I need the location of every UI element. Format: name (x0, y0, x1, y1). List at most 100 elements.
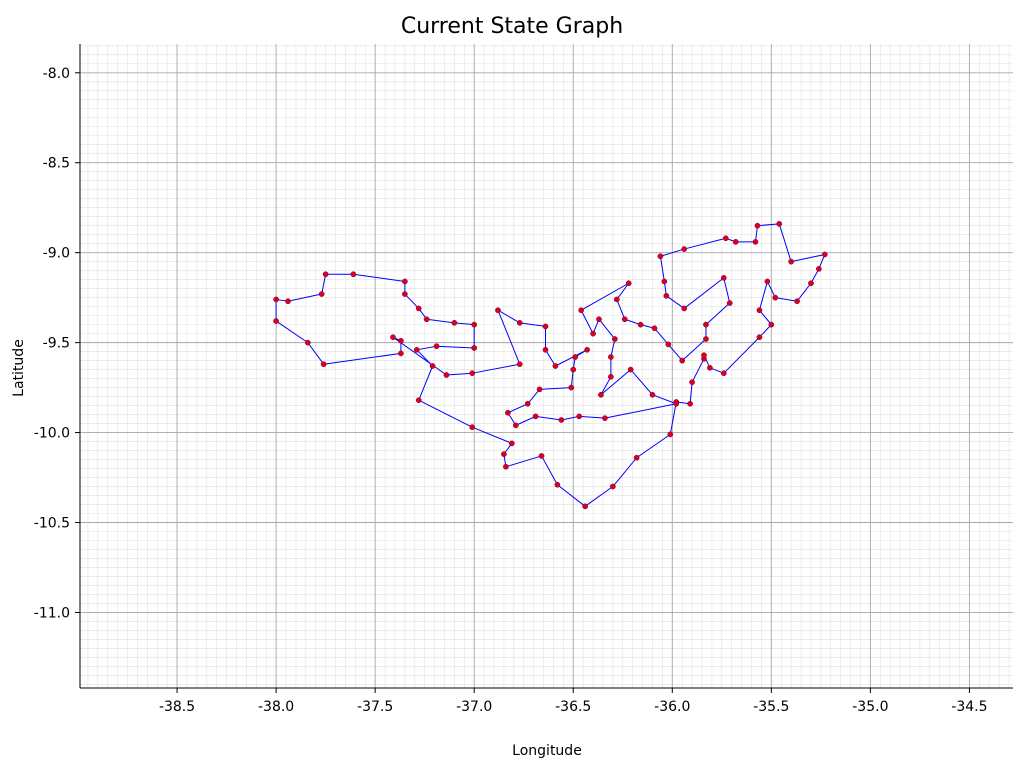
data-point (768, 321, 775, 328)
axes (75, 44, 1013, 693)
route-segment (766, 281, 776, 298)
route-segment (353, 273, 405, 282)
data-point (602, 415, 608, 422)
route-segment (555, 349, 588, 367)
route-segment (796, 282, 812, 302)
data-point (821, 251, 828, 258)
route-segment (684, 237, 726, 250)
data-point (512, 422, 519, 429)
data-point (582, 503, 588, 510)
data-point (318, 291, 325, 297)
x-tick-label: -38.0 (258, 699, 294, 715)
data-point (764, 278, 771, 285)
route-segment (778, 223, 792, 262)
route-segment (757, 223, 780, 227)
x-tick-label: -37.5 (357, 699, 393, 715)
data-point (273, 296, 279, 303)
route-segment (616, 299, 626, 320)
data-point (578, 307, 585, 314)
data-point (503, 463, 509, 470)
data-point (501, 451, 507, 457)
route-segment (758, 281, 768, 311)
route-segment (275, 320, 309, 344)
route-segment (666, 295, 685, 309)
data-point (469, 424, 476, 431)
route-segment (654, 327, 669, 345)
data-point (443, 372, 450, 378)
data-point (516, 319, 523, 326)
data-point (572, 354, 579, 360)
y-tick-label: -8.5 (43, 156, 70, 172)
data-point (621, 316, 628, 323)
data-point (415, 305, 422, 312)
x-tick-label: -36.5 (555, 699, 591, 715)
y-tick-label: -10.0 (34, 426, 70, 442)
route-segment (691, 358, 705, 383)
route-segment (307, 342, 325, 365)
data-point (433, 343, 440, 350)
data-point (720, 275, 727, 281)
route-segment (287, 293, 322, 302)
data-point (663, 292, 670, 299)
route-segment (527, 389, 540, 405)
route-segment (497, 309, 521, 324)
data-point (633, 454, 640, 461)
data-point (657, 253, 664, 260)
x-tick-label: -38.5 (159, 699, 195, 715)
route-segment (505, 455, 542, 468)
route-segment (418, 365, 434, 401)
data-point (469, 370, 476, 377)
x-tick-label: -36.0 (654, 699, 690, 715)
route-segment (497, 310, 521, 365)
route-segment (759, 324, 772, 338)
data-point (752, 239, 759, 245)
route-segment (561, 415, 580, 421)
route-segment (570, 369, 574, 388)
data-point (596, 316, 602, 323)
data-point (532, 413, 539, 420)
data-point (673, 400, 680, 407)
data-point (756, 307, 763, 314)
data-points (273, 221, 828, 510)
y-tick-label: -8.0 (43, 66, 70, 82)
route-segment (580, 310, 594, 334)
x-axis-label: Longitude (512, 743, 582, 759)
data-point (542, 346, 549, 353)
data-point (772, 294, 779, 301)
data-point (429, 363, 436, 369)
route-segment (723, 277, 731, 304)
x-tick-label: -34.5 (951, 699, 987, 715)
data-point (703, 336, 709, 342)
route-segment (681, 338, 707, 361)
route-segment (689, 382, 693, 404)
data-point (754, 222, 761, 229)
y-tick-label: -9.0 (43, 246, 70, 262)
data-point (285, 298, 291, 305)
data-point (608, 373, 614, 380)
data-point (320, 361, 327, 368)
data-point (816, 266, 822, 272)
route-segment (669, 401, 677, 435)
data-point (570, 366, 577, 373)
data-point (661, 278, 668, 285)
data-point (625, 280, 632, 287)
route-segment (610, 338, 616, 358)
data-point (524, 400, 531, 407)
data-point (610, 483, 616, 490)
data-point (613, 296, 620, 303)
data-point (720, 370, 727, 377)
y-tick-label: -11.0 (34, 605, 70, 621)
route-segment (616, 282, 630, 300)
data-point (413, 346, 420, 353)
route-segment (630, 369, 653, 396)
data-point (687, 400, 693, 407)
route-segment (775, 297, 798, 302)
data-point (576, 413, 583, 420)
data-point (273, 318, 279, 324)
data-point (304, 339, 311, 346)
data-point (398, 337, 404, 344)
route-segment (791, 253, 825, 263)
data-point (651, 325, 658, 332)
data-point (402, 278, 408, 285)
